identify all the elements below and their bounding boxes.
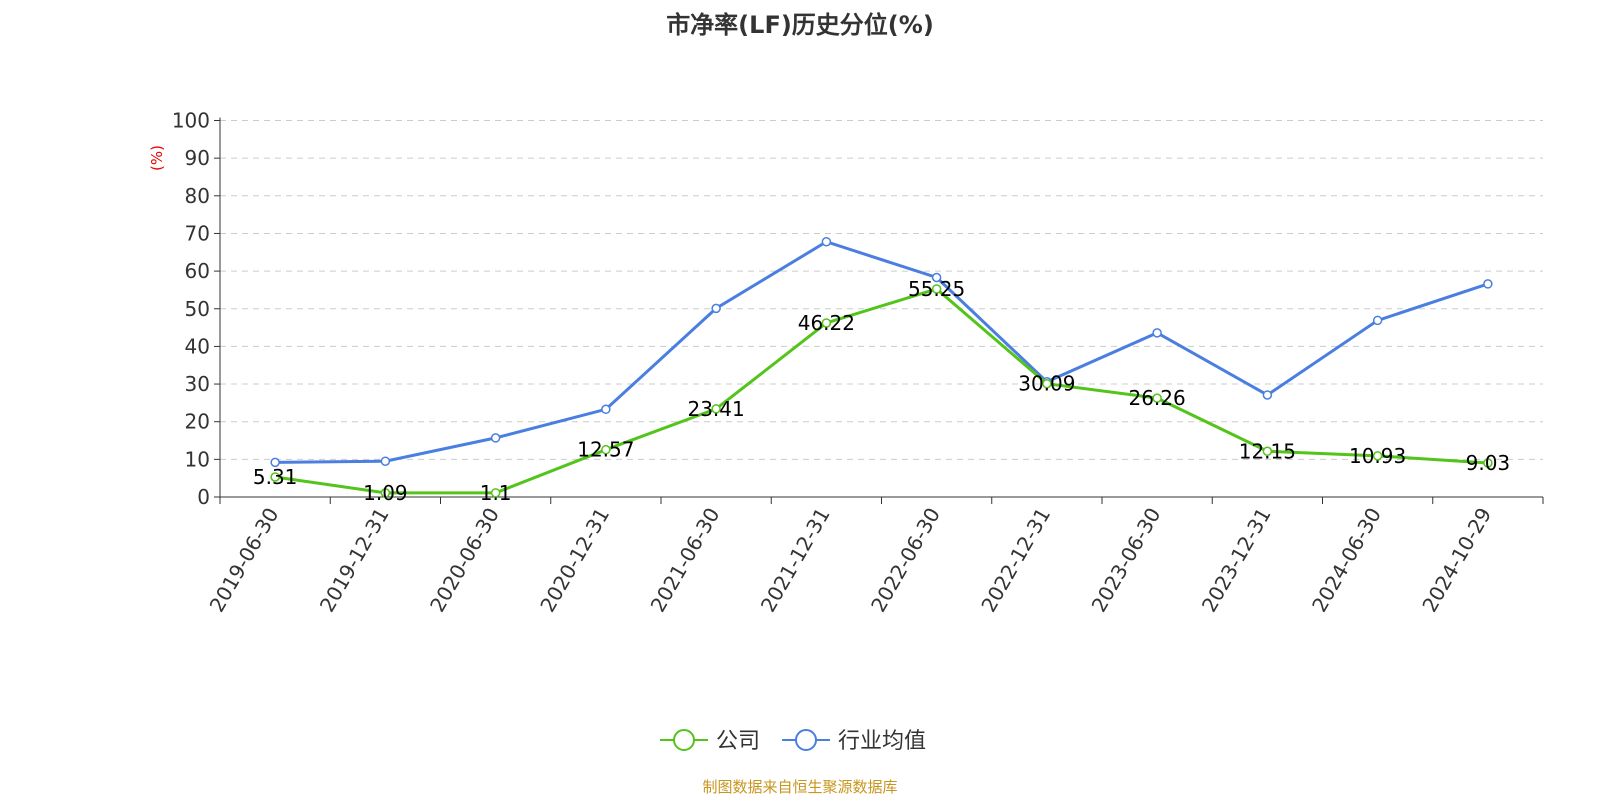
x-tick-label: 2023-12-31 <box>1197 504 1276 617</box>
data-label: 46.22 <box>798 311 855 335</box>
series-行业均值 <box>270 236 1493 468</box>
data-label: 23.41 <box>687 397 744 421</box>
data-label: 30.09 <box>1018 372 1075 396</box>
data-point[interactable] <box>1042 378 1052 389</box>
x-tick-label: 2021-06-30 <box>646 504 725 617</box>
y-tick-label: 20 <box>185 410 210 434</box>
y-tick-label: 40 <box>185 334 210 358</box>
data-label: 9.03 <box>1466 451 1511 475</box>
data-label: 1.09 <box>363 481 408 505</box>
data-point[interactable] <box>821 318 832 328</box>
data-label: 55.25 <box>908 277 965 301</box>
series-line <box>275 240 1489 464</box>
series-line <box>274 287 1488 495</box>
data-point[interactable] <box>1152 393 1162 403</box>
y-axis-label: (%) <box>148 145 166 171</box>
y-tick-label: 100 <box>172 109 210 133</box>
chart-title: 市净率(LF)历史分位(%) <box>666 11 934 39</box>
data-point[interactable] <box>490 488 501 498</box>
legend-item[interactable]: 行业均值 <box>782 729 926 754</box>
legend-label: 行业均值 <box>838 729 926 754</box>
data-point[interactable] <box>821 236 832 247</box>
data-point[interactable] <box>270 457 280 468</box>
data-point[interactable] <box>380 488 391 498</box>
data-label: 12.15 <box>1239 439 1296 463</box>
x-tick-label: 2020-12-31 <box>535 504 614 617</box>
data-point[interactable] <box>1262 390 1273 400</box>
y-tick-label: 90 <box>185 146 210 170</box>
y-tick-label: 80 <box>185 184 210 208</box>
x-tick-label: 2024-06-30 <box>1307 504 1386 617</box>
x-tick-label: 2024-10-29 <box>1417 504 1496 617</box>
data-point[interactable] <box>1152 328 1162 338</box>
legend-marker <box>673 729 695 751</box>
y-tick-label: 10 <box>185 447 210 471</box>
data-point[interactable] <box>270 472 280 482</box>
data-point[interactable] <box>1483 458 1493 468</box>
x-tick-label: 2020-06-30 <box>425 504 504 617</box>
y-tick-label: 70 <box>185 221 210 245</box>
y-tick-label: 50 <box>185 297 210 321</box>
x-tick-label: 2019-12-31 <box>315 504 394 617</box>
data-label: 10.93 <box>1349 444 1406 468</box>
data-point[interactable] <box>490 433 501 443</box>
legend-label: 公司 <box>716 729 760 754</box>
legend-item[interactable]: 公司 <box>660 729 760 754</box>
data-label: 5.31 <box>253 465 298 489</box>
data-point[interactable] <box>711 404 721 414</box>
data-point[interactable] <box>1372 315 1383 326</box>
data-point[interactable] <box>1483 279 1493 289</box>
data-point[interactable] <box>931 272 942 283</box>
x-tick-label: 2022-06-30 <box>866 504 945 617</box>
x-tick-label: 2022-12-31 <box>976 504 1055 617</box>
data-label: 1.1 <box>480 481 512 505</box>
data-label: 26.26 <box>1128 386 1185 410</box>
data-point[interactable] <box>601 444 611 455</box>
source-note: 制图数据来自恒生聚源数据库 <box>702 778 897 796</box>
data-point[interactable] <box>601 404 611 415</box>
series-公司 <box>270 284 1493 498</box>
x-tick-label: 2021-12-31 <box>756 504 835 617</box>
data-point[interactable] <box>711 303 721 314</box>
data-point[interactable] <box>1262 446 1273 457</box>
data-point[interactable] <box>1372 451 1383 461</box>
y-tick-label: 30 <box>185 372 210 396</box>
data-label: 12.57 <box>577 438 634 462</box>
x-tick-label: 2023-06-30 <box>1087 504 1166 617</box>
data-point[interactable] <box>380 456 391 466</box>
legend-marker <box>795 729 817 751</box>
y-tick-label: 0 <box>197 485 210 509</box>
y-tick-label: 60 <box>185 259 210 283</box>
data-point[interactable] <box>931 284 942 294</box>
x-tick-label: 2019-06-30 <box>205 504 284 617</box>
